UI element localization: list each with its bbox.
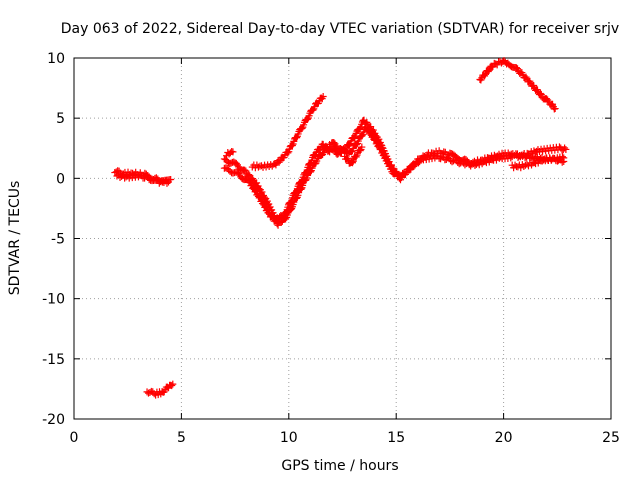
- data-point: [282, 215, 290, 223]
- data-point: [536, 90, 544, 98]
- data-point: [263, 205, 271, 213]
- data-point: [507, 154, 515, 162]
- data-point: [533, 86, 541, 94]
- y-tick-label: -10: [42, 292, 65, 308]
- data-point: [484, 68, 492, 76]
- data-point: [277, 218, 285, 226]
- data-point: [523, 160, 531, 168]
- data-point: [349, 159, 357, 167]
- x-axis-label: GPS time / hours: [281, 458, 398, 474]
- y-axis: 10 5 0 -5 -10 -15 -20: [42, 51, 611, 428]
- data-point: [410, 162, 418, 170]
- data-point: [142, 172, 150, 180]
- data-point: [241, 166, 249, 174]
- data-point: [254, 192, 262, 200]
- data-point: [307, 168, 315, 176]
- data-point: [375, 144, 383, 152]
- data-point: [562, 145, 570, 153]
- data-point: [293, 134, 301, 142]
- data-point: [141, 174, 149, 182]
- y-tick-label: -5: [51, 232, 65, 248]
- data-point: [351, 134, 359, 142]
- data-point: [309, 106, 317, 114]
- x-tick-label: 5: [177, 430, 186, 446]
- data-point: [508, 153, 516, 161]
- data-point: [248, 180, 256, 188]
- x-tick-label: 10: [280, 430, 298, 446]
- data-points: [111, 57, 570, 399]
- data-point: [297, 185, 305, 193]
- data-point: [245, 171, 253, 179]
- data-point: [369, 132, 377, 140]
- y-axis-label: SDTVAR / TECUs: [7, 181, 23, 296]
- data-point: [165, 178, 173, 186]
- data-point: [561, 144, 569, 152]
- chart-title: Day 063 of 2022, Sidereal Day-to-day VTE…: [61, 21, 619, 37]
- x-tick-label: 20: [495, 430, 513, 446]
- data-point: [348, 148, 356, 156]
- data-point: [163, 179, 171, 187]
- data-point: [169, 380, 177, 388]
- grid-lines: [74, 58, 611, 419]
- data-point: [370, 135, 378, 143]
- y-tick-label: 5: [56, 111, 65, 127]
- x-axis: 0 5 10 15 20 25: [70, 58, 620, 446]
- data-point: [122, 173, 130, 181]
- data-point: [358, 132, 366, 140]
- y-tick-label: 10: [47, 51, 65, 67]
- data-point: [537, 90, 545, 98]
- data-point: [258, 196, 266, 204]
- data-point: [405, 166, 413, 174]
- data-point: [168, 382, 176, 390]
- data-point: [234, 169, 242, 177]
- data-point: [288, 204, 296, 212]
- data-point: [521, 161, 529, 169]
- data-point: [232, 159, 240, 167]
- data-point: [560, 157, 568, 165]
- data-point: [257, 162, 265, 170]
- data-point: [265, 209, 273, 217]
- data-point: [488, 63, 496, 71]
- data-point: [258, 188, 266, 196]
- data-point: [551, 105, 559, 113]
- data-point: [554, 157, 562, 165]
- data-point: [414, 159, 422, 167]
- data-point: [524, 162, 532, 170]
- data-point: [246, 179, 254, 187]
- data-point: [356, 147, 364, 155]
- data-point: [522, 73, 530, 81]
- data-point: [229, 148, 237, 156]
- data-point: [136, 171, 144, 179]
- data-point: [373, 138, 381, 146]
- y-tick-label: -20: [42, 412, 65, 428]
- data-point: [275, 158, 283, 166]
- data-point: [349, 157, 357, 165]
- data-point: [353, 141, 361, 149]
- data-point: [558, 158, 566, 166]
- y-tick-label: -15: [42, 352, 65, 368]
- data-point: [284, 149, 292, 157]
- data-point: [358, 143, 366, 151]
- data-point: [512, 64, 520, 72]
- data-point: [304, 115, 312, 123]
- data-point: [352, 153, 360, 161]
- data-point: [517, 164, 525, 172]
- y-tick-label: 0: [56, 171, 65, 187]
- data-point: [298, 124, 306, 132]
- data-point: [242, 167, 250, 175]
- data-point: [379, 148, 387, 156]
- x-tick-label: 15: [387, 430, 405, 446]
- data-point: [319, 93, 327, 101]
- data-point: [253, 179, 261, 187]
- x-tick-label: 25: [602, 430, 620, 446]
- data-point: [252, 187, 260, 195]
- x-tick-label: 0: [70, 430, 79, 446]
- data-point: [288, 141, 296, 149]
- data-point: [134, 173, 142, 181]
